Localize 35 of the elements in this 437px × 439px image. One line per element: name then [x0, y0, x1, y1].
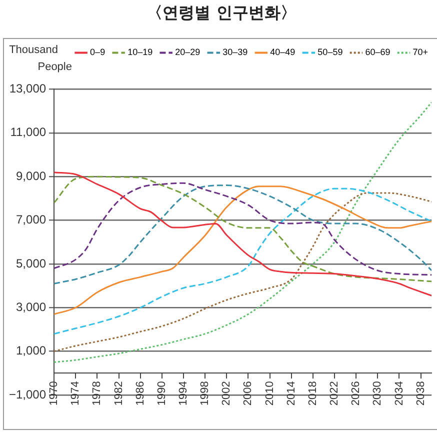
legend-label: 50–59: [318, 47, 343, 58]
y-tick-label: −1,000: [8, 387, 46, 402]
y-tick-label: 7,000: [16, 212, 46, 227]
x-tick-label: 2022: [328, 381, 341, 406]
legend-label: 30–39: [222, 47, 248, 58]
y-axis-title: Thousand People: [9, 44, 72, 74]
legend-label: 0–9: [90, 47, 106, 58]
y-tick-label: 3,000: [16, 300, 46, 314]
x-tick-label: 1994: [178, 381, 190, 406]
x-tick-label: 1998: [199, 381, 212, 406]
x-tick-label: 1974: [70, 381, 82, 406]
y-tick-label: 9,000: [16, 168, 46, 183]
x-tick-label: 2006: [242, 381, 254, 406]
x-tick-label: 1990: [156, 381, 168, 406]
x-tick-label: 2002: [220, 381, 233, 406]
x-tick-label: 2018: [306, 381, 319, 406]
y-tick-label: 5,000: [16, 256, 46, 270]
x-tick-label: 2014: [285, 381, 298, 406]
chart-title: 〈연령별 인구변화〉: [146, 2, 296, 22]
x-tick-label: 1978: [91, 381, 104, 406]
legend-label: 20–29: [175, 47, 200, 58]
legend-label: 60–69: [365, 47, 390, 58]
legend-label: 40–49: [270, 47, 296, 58]
legend-label: 70+: [412, 47, 428, 58]
x-tick-label: 2038: [414, 381, 427, 406]
y-tick-label: 13,000: [9, 82, 46, 96]
x-tick-label: 2010: [264, 381, 276, 406]
x-tick-label: 2030: [372, 381, 384, 406]
x-tick-label: 1986: [134, 381, 146, 406]
legend-label: 10–19: [128, 47, 153, 58]
x-tick-label: 2026: [350, 381, 362, 406]
x-tick-label: 1982: [112, 381, 125, 406]
x-tick-label: 2034: [393, 381, 406, 406]
y-tick-label: 1,000: [16, 344, 46, 358]
y-tick-label: 11,000: [10, 125, 46, 140]
